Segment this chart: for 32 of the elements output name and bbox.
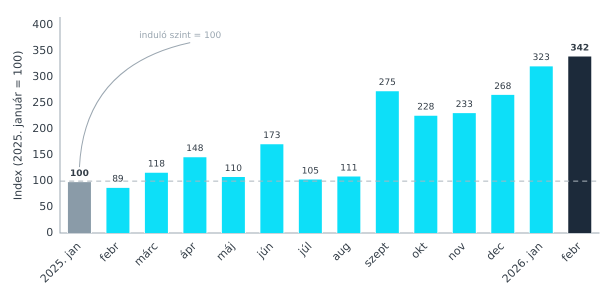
- y-tick-label: 100: [32, 174, 54, 188]
- x-tick-label: ápr: [176, 239, 200, 262]
- x-tick-label: jún: [254, 240, 276, 262]
- y-tick-label: 250: [32, 96, 54, 110]
- data-label: 100: [70, 168, 89, 179]
- x-tick-label: júl: [295, 240, 314, 259]
- data-label: 105: [302, 166, 319, 176]
- data-label: 275: [378, 78, 396, 88]
- y-tick-label: 150: [32, 148, 54, 162]
- x-tick-label: nov: [444, 239, 469, 264]
- data-label: 110: [224, 164, 242, 174]
- annotation: induló szint = 100: [139, 30, 222, 41]
- y-tick-label: 0: [46, 226, 54, 239]
- y-tick-label: 350: [32, 44, 54, 58]
- data-label: 148: [186, 144, 204, 154]
- x-tick-label: okt: [408, 239, 430, 262]
- data-label: 111: [340, 163, 358, 174]
- y-tick-label: 400: [32, 18, 54, 32]
- y-tick-label: 200: [32, 122, 54, 136]
- x-tick-label: aug: [329, 240, 353, 264]
- y-axis-title: Index (2025. január = 100): [11, 50, 24, 200]
- y-tick-label: 300: [32, 70, 54, 84]
- data-label: 173: [263, 131, 280, 142]
- x-tick-label: dec: [484, 240, 507, 263]
- data-label: 89: [112, 174, 124, 185]
- data-label: 323: [532, 53, 550, 64]
- data-label: 342: [570, 43, 590, 54]
- data-label: 228: [417, 102, 435, 113]
- data-label: 118: [148, 160, 166, 170]
- y-tick-label: 50: [39, 200, 54, 213]
- data-label: 268: [494, 82, 512, 92]
- data-label: 233: [456, 100, 473, 110]
